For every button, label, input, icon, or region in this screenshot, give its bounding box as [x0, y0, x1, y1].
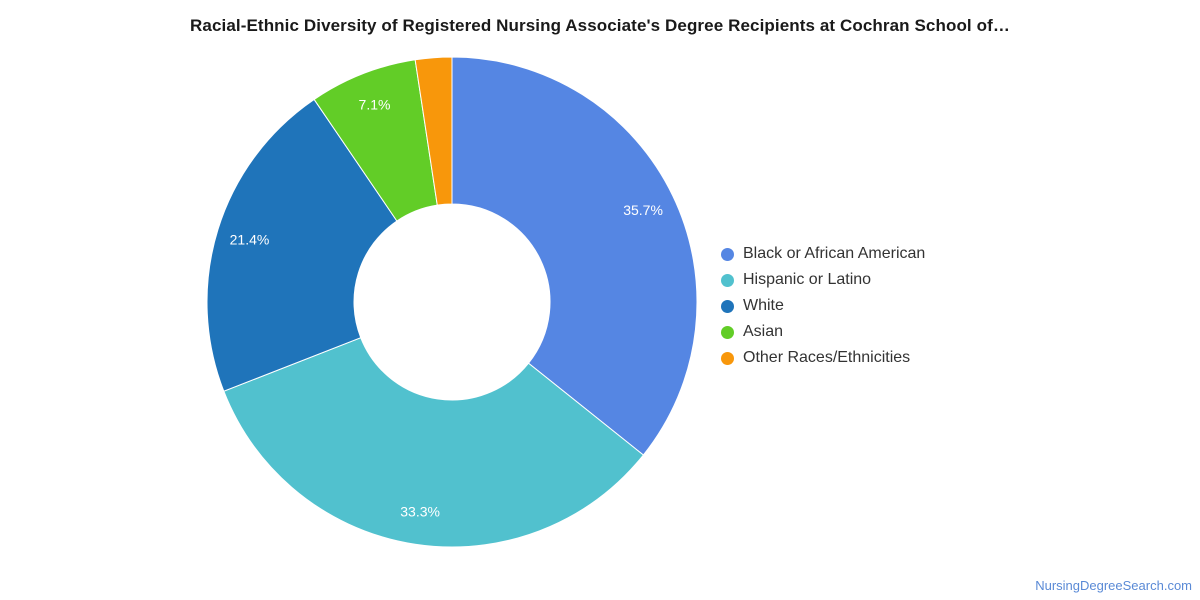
legend-marker-icon — [721, 247, 734, 261]
legend-label: Other Races/Ethnicities — [743, 349, 911, 366]
slice-label-asian: 7.1% — [359, 97, 391, 113]
slice-label-hispanic-or-latino: 33.3% — [400, 504, 440, 520]
legend-item-hispanic-or-latino[interactable]: Hispanic or Latino — [721, 267, 925, 293]
legend-item-other-races-ethnicities[interactable]: Other Races/Ethnicities — [721, 345, 925, 371]
slice-hispanic-or-latino[interactable] — [223, 337, 645, 548]
slice-label-black-or-african-american: 35.7% — [623, 202, 663, 218]
slice-white[interactable] — [206, 98, 398, 392]
legend-item-asian[interactable]: Asian — [721, 319, 925, 345]
legend-label: White — [743, 297, 784, 314]
slice-label-white: 21.4% — [230, 231, 270, 247]
legend-marker-icon — [721, 325, 734, 339]
source-link[interactable]: NursingDegreeSearch.com — [1035, 578, 1192, 593]
legend-marker-icon — [721, 351, 734, 365]
slice-black-or-african-american[interactable] — [451, 56, 698, 456]
legend-item-black-or-african-american[interactable]: Black or African American — [721, 241, 925, 267]
legend-marker-icon — [721, 273, 734, 287]
legend-marker-icon — [721, 299, 734, 313]
legend-label: Asian — [743, 323, 784, 340]
legend-label: Black or African American — [743, 245, 926, 262]
legend-label: Hispanic or Latino — [743, 271, 872, 288]
slice-other-races-ethnicities[interactable] — [414, 56, 453, 206]
chart-legend: Black or African American Hispanic or Lat… — [721, 241, 925, 371]
legend-item-white[interactable]: White — [721, 293, 925, 319]
chart-title: Racial-Ethnic Diversity of Registered Nu… — [190, 16, 1010, 35]
